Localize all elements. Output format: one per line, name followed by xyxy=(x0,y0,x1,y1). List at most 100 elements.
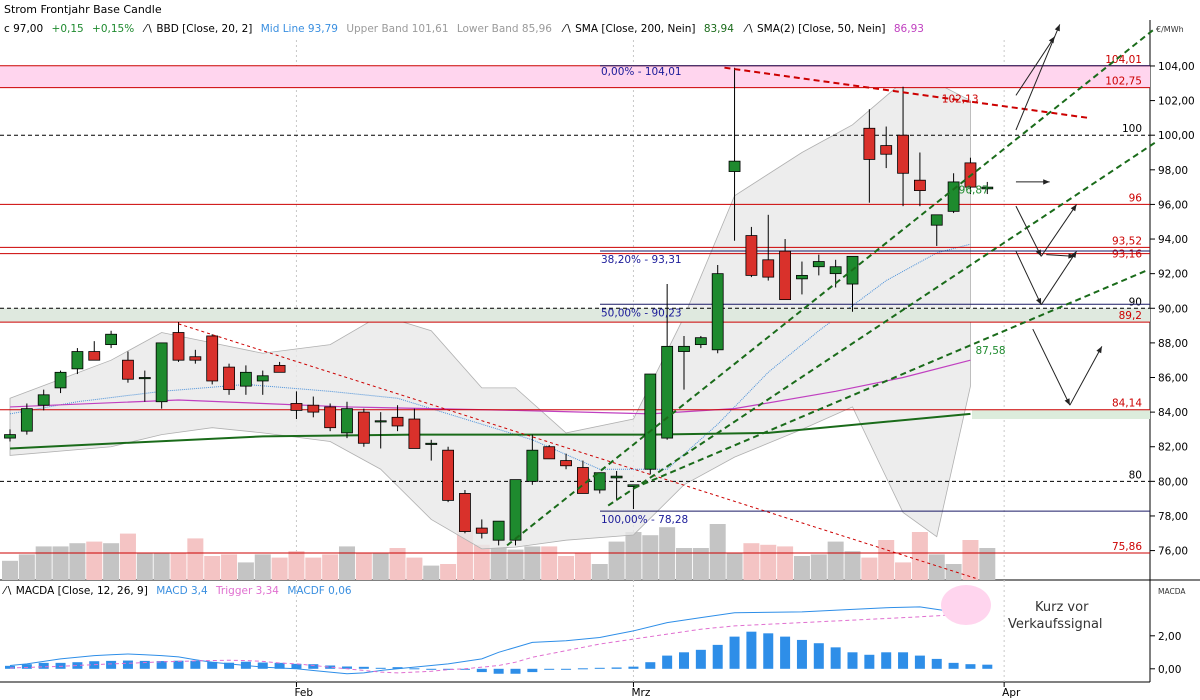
candle-body xyxy=(914,179,926,191)
y-tick-label: 98,00 xyxy=(1158,165,1188,177)
candle-body xyxy=(88,351,101,361)
sma50-value: 86,93 xyxy=(894,23,924,35)
macd-y-tick-label: 0,00 xyxy=(1158,664,1181,676)
candle-body xyxy=(256,375,269,382)
volume-bar xyxy=(659,527,676,580)
y-tick-label: 82,00 xyxy=(1158,442,1188,454)
volume-bar xyxy=(52,546,69,580)
macd-histogram-bar xyxy=(274,662,285,669)
macd-histogram-bar xyxy=(813,643,824,669)
macd-histogram-bar xyxy=(948,662,959,669)
macd-legend: ⁄∖ MACDA [Close, 12, 26, 9] MACD 3,4 Tri… xyxy=(2,585,352,597)
volume-bar xyxy=(726,552,743,580)
level-label: 84,14 xyxy=(1112,398,1142,410)
bbd-upper-legend: Upper Band 101,61 xyxy=(346,23,448,35)
volume-bar xyxy=(170,552,187,580)
level-label: 102,75 xyxy=(1105,76,1142,88)
volume-bar xyxy=(760,544,777,580)
fibonacci-label: 100,00% - 78,28 xyxy=(601,514,688,526)
arrow-head xyxy=(1054,24,1060,32)
macd-histogram-bar xyxy=(5,665,15,669)
candle-body xyxy=(829,266,842,275)
macd-histogram-bar xyxy=(931,658,942,669)
macd-histogram-bar xyxy=(847,652,858,669)
volume-bar xyxy=(119,533,136,580)
candle-body xyxy=(796,274,808,280)
volume-bar xyxy=(187,538,204,580)
bbd-mid-legend: Mid Line 93,79 xyxy=(261,23,338,35)
candle-body xyxy=(374,420,387,423)
level-label: 80 xyxy=(1129,469,1142,481)
candle-body xyxy=(627,484,640,487)
forecast-arrow xyxy=(1015,250,1042,306)
macd-histogram-bar xyxy=(763,633,774,669)
trigger-legend-value: Trigger 3,34 xyxy=(215,585,279,597)
volume-bar xyxy=(406,557,423,580)
candle-body xyxy=(4,434,16,439)
svg-text:c 97,00 +0,15: c 97,00 +0,15 +0,15% ⁄∖ BBD [Close, 20, … xyxy=(4,23,924,35)
candle-body xyxy=(459,493,471,532)
macd-histogram-bar xyxy=(207,661,218,669)
support-zone-green xyxy=(0,308,1150,323)
macd-histogram-bar xyxy=(21,664,32,669)
candle-body xyxy=(593,472,606,491)
macd-histogram-bar xyxy=(561,668,572,670)
candle-body xyxy=(560,460,572,467)
volume-bar xyxy=(69,543,86,580)
x-tick-label: Feb xyxy=(294,687,313,699)
y-tick-label: 88,00 xyxy=(1158,338,1188,350)
volume-bar xyxy=(103,543,120,580)
macd-histogram-bar xyxy=(375,667,386,669)
volume-bar xyxy=(895,562,912,580)
arrow-head xyxy=(1068,253,1075,259)
volume-bar xyxy=(305,557,322,580)
svg-text:⁄∖ MACDA [Close, 12, 2: ⁄∖ MACDA [Close, 12, 26, 9] MACD 3,4 Tri… xyxy=(2,585,352,597)
macd-histogram-bar xyxy=(358,666,369,669)
candle-body xyxy=(897,134,909,174)
sma50-legend: SMA(2) [Close, 50, Nein] xyxy=(757,23,886,35)
volume-bar xyxy=(221,554,238,580)
volume-bar xyxy=(2,560,18,580)
candle-body xyxy=(391,416,404,427)
trendline xyxy=(178,323,976,579)
macd-histogram-bar xyxy=(392,667,403,669)
macd-legend-name: MACDA [Close, 12, 26, 9] xyxy=(16,585,148,597)
volume-bar xyxy=(861,557,878,580)
level-label: 75,86 xyxy=(1112,541,1142,553)
sma200-zone xyxy=(972,409,1150,420)
candle-body xyxy=(779,250,791,301)
sma200-value: 83,94 xyxy=(704,23,734,35)
volume-bar xyxy=(574,552,591,580)
y-axis-unit: €/MWh xyxy=(1156,25,1184,34)
macd-histogram-bar xyxy=(544,668,555,670)
macd-histogram-bar xyxy=(173,660,184,669)
candle-body xyxy=(223,366,235,391)
level-label: 93,52 xyxy=(1112,235,1142,247)
volume-bar xyxy=(153,552,170,580)
forecast-arrow xyxy=(1040,204,1078,257)
candle-body xyxy=(526,449,539,482)
quote-change-pct: +0,15% xyxy=(92,23,134,35)
volume-bar xyxy=(625,532,642,580)
bbd-lower-legend: Lower Band 85,96 xyxy=(457,23,552,35)
quote-change: +0,15 xyxy=(52,23,84,35)
candle-body xyxy=(307,404,320,413)
candle-body xyxy=(509,479,522,541)
macd-histogram-bar xyxy=(577,668,588,670)
annotation-line-2: Verkaufssignal xyxy=(1008,617,1103,632)
fibonacci-label: 38,20% - 93,31 xyxy=(601,254,682,266)
candle-body xyxy=(863,127,876,160)
candle-body xyxy=(762,259,775,278)
macd-y-tick-label: 2,00 xyxy=(1158,631,1181,643)
y-tick-label: 78,00 xyxy=(1158,511,1188,523)
volume-bar xyxy=(608,541,625,580)
candle-body xyxy=(678,345,690,352)
macd-histogram-bar xyxy=(156,661,167,669)
y-tick-label: 84,00 xyxy=(1158,407,1188,419)
volume-bar xyxy=(810,554,827,580)
macd-histogram-bar xyxy=(712,644,723,669)
candle-body xyxy=(122,359,134,380)
y-tick-label: 96,00 xyxy=(1158,199,1188,211)
y-tick-label: 104,00 xyxy=(1158,61,1195,73)
